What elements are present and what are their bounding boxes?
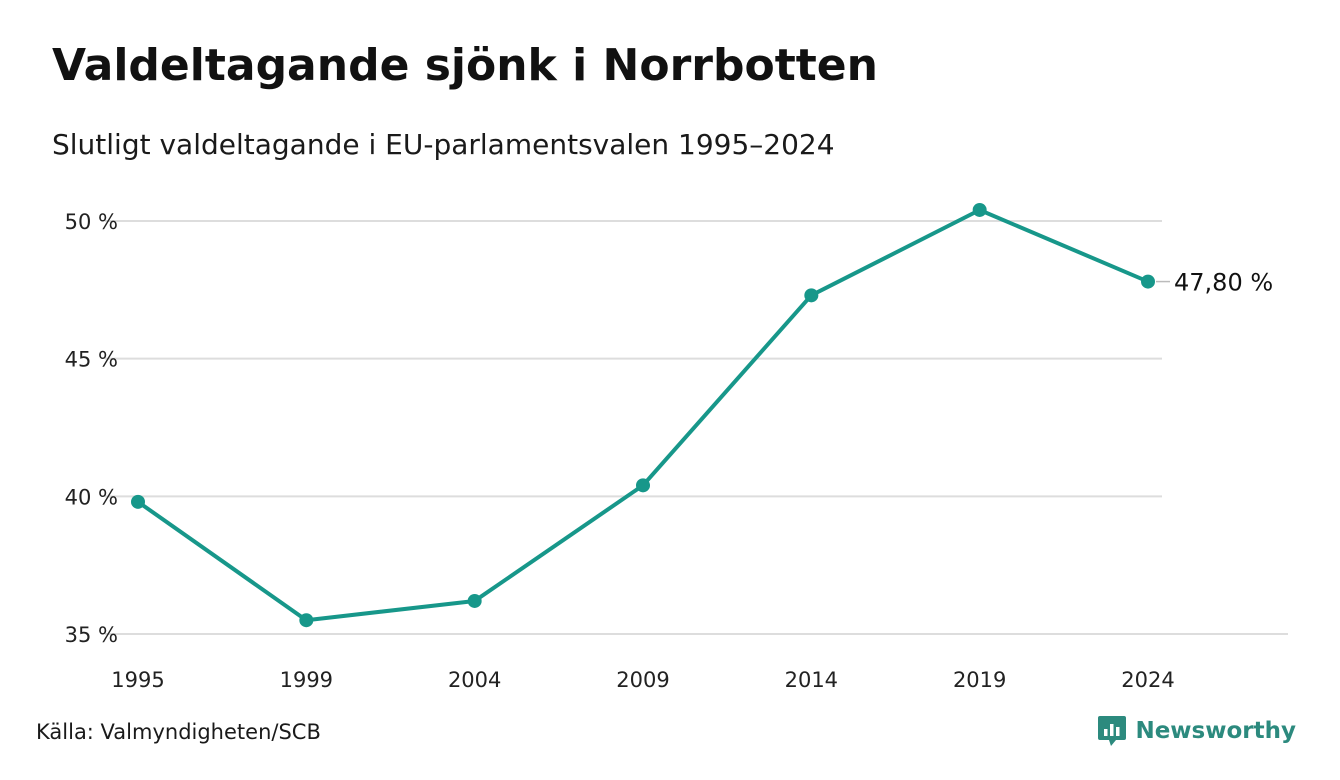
x-tick-label: 1999	[280, 668, 333, 692]
x-tick-label: 2024	[1121, 668, 1174, 692]
x-axis-ticks: 1995 1999 2004 2009 2014 2019 2024	[111, 668, 1174, 692]
brand-logo: Newsworthy	[1097, 714, 1296, 748]
source-note: Källa: Valmyndigheten/SCB	[36, 720, 321, 744]
x-tick-label: 2014	[785, 668, 838, 692]
y-tick-label: 50 %	[65, 210, 118, 234]
x-tick-label: 2019	[953, 668, 1006, 692]
data-labels: 47,80 %	[1156, 269, 1273, 297]
x-tick-label: 2009	[616, 668, 669, 692]
y-axis-ticks: 35 % 40 % 45 % 50 %	[65, 210, 118, 647]
y-tick-label: 40 %	[65, 485, 118, 509]
brand-name: Newsworthy	[1135, 718, 1296, 744]
y-tick-label: 35 %	[65, 623, 118, 647]
end-value-label: 47,80 %	[1174, 269, 1273, 297]
data-point	[804, 288, 819, 303]
x-tick-label: 1995	[111, 668, 164, 692]
chart-title: Valdeltagande sjönk i Norrbotten	[52, 40, 878, 91]
x-tick-label: 2004	[448, 668, 501, 692]
series-line	[136, 207, 1150, 623]
data-point	[467, 593, 482, 608]
data-point	[636, 478, 650, 493]
gridlines	[105, 220, 1288, 635]
data-point	[972, 202, 987, 217]
data-point	[131, 494, 145, 509]
y-tick-label: 45 %	[65, 348, 118, 372]
data-point	[1141, 274, 1155, 289]
chart-subtitle: Slutligt valdeltagande i EU-parlamentsva…	[52, 128, 835, 161]
series	[131, 202, 1155, 628]
chart-bubble-icon	[1098, 716, 1127, 746]
data-point	[299, 613, 314, 628]
